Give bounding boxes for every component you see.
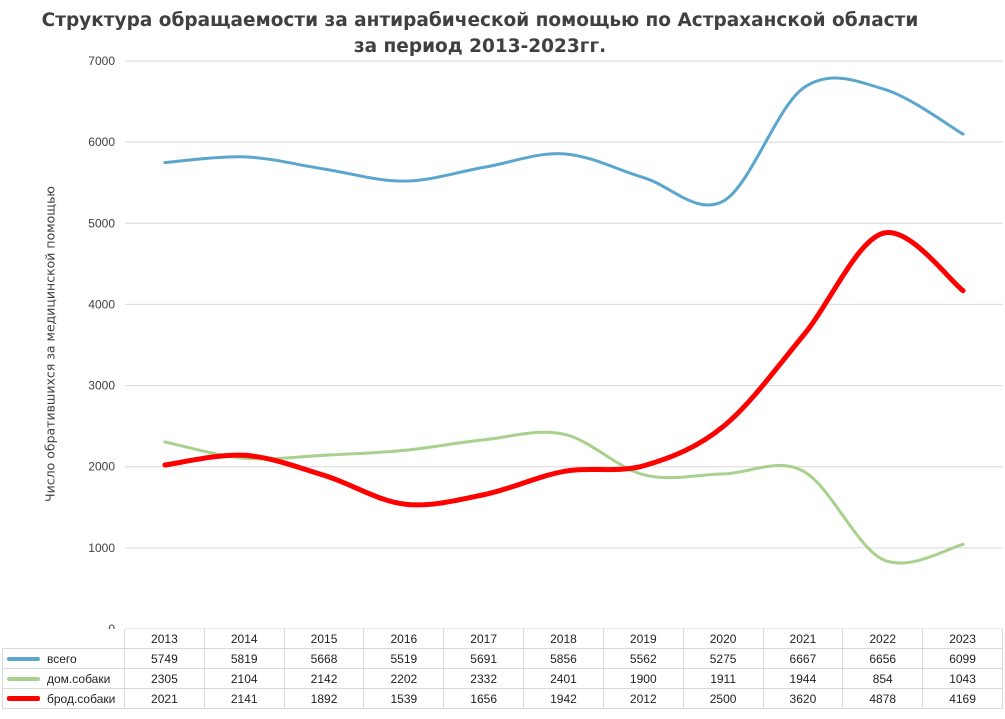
gridlines xyxy=(125,60,1003,629)
table-row: дом.собаки 2305 2104 2142 2202 2332 2401 1900 19… xyxy=(2,668,1003,689)
legend-entry: дом.собаки xyxy=(2,668,125,689)
data-cell: 5519 xyxy=(363,648,445,669)
y-tick-label: 4000 xyxy=(88,297,115,311)
data-cell: 6656 xyxy=(842,648,924,669)
y-tick-label: 6000 xyxy=(88,135,115,149)
data-cell: 2401 xyxy=(523,668,604,689)
data-cell: 6099 xyxy=(922,648,1003,669)
data-cell: 2332 xyxy=(443,668,525,689)
data-cell: 4169 xyxy=(922,688,1003,709)
legend-key xyxy=(7,656,40,661)
x-category-label: 2013 xyxy=(124,629,205,649)
line-chart-plot: 0 1000 2000 3000 4000 5000 6000 7000 xyxy=(88,54,1003,629)
data-cell: 854 xyxy=(842,668,924,689)
data-cell: 2141 xyxy=(203,688,285,709)
data-cell: 5819 xyxy=(203,648,285,669)
table-corner xyxy=(2,629,125,649)
data-cell: 5749 xyxy=(124,648,205,669)
data-cell: 1900 xyxy=(602,668,684,689)
data-cell: 5562 xyxy=(602,648,684,669)
data-cell: 1911 xyxy=(682,668,764,689)
series-line-0 xyxy=(163,76,965,207)
data-table: 2013 2014 2015 2016 2017 2018 2019 2020 2021 2022… xyxy=(2,629,1003,709)
data-cell: 2104 xyxy=(203,668,285,689)
data-cell: 2202 xyxy=(363,668,445,689)
x-category-label: 2014 xyxy=(203,629,285,649)
legend-label: дом.собаки xyxy=(47,671,111,686)
x-category-label: 2016 xyxy=(363,629,445,649)
x-category-label: 2022 xyxy=(842,629,924,649)
data-cell: 2500 xyxy=(682,688,764,709)
table-row: брод.собаки 2021 2141 1892 1539 1656 1942 2012 2… xyxy=(2,688,1003,709)
data-cell: 1043 xyxy=(922,668,1003,689)
y-tick-label: 2000 xyxy=(88,460,115,474)
y-axis-ticks: 0 1000 2000 3000 4000 5000 6000 7000 xyxy=(88,54,115,629)
data-cell: 5275 xyxy=(682,648,764,669)
data-cell: 4878 xyxy=(842,688,924,709)
data-cell: 6667 xyxy=(762,648,844,669)
data-cell: 5668 xyxy=(283,648,365,669)
x-category-label: 2021 xyxy=(762,629,844,649)
data-cell: 2012 xyxy=(602,688,684,709)
x-category-label: 2015 xyxy=(283,629,365,649)
series-line-1 xyxy=(163,430,965,565)
data-cell: 2142 xyxy=(283,668,365,689)
legend-label: брод.собаки xyxy=(47,691,116,706)
y-tick-label: 3000 xyxy=(88,379,115,393)
data-cell: 5856 xyxy=(523,648,604,669)
data-cell: 1944 xyxy=(762,668,844,689)
data-cell: 2305 xyxy=(124,668,205,689)
x-category-label: 2017 xyxy=(443,629,525,649)
series-lines xyxy=(162,76,966,565)
data-cell: 1942 xyxy=(523,688,604,709)
legend-entry: брод.собаки xyxy=(2,688,125,709)
x-category-label: 2020 xyxy=(682,629,764,649)
data-cell: 3620 xyxy=(762,688,844,709)
y-tick-label: 7000 xyxy=(88,54,115,68)
data-cell: 1656 xyxy=(443,688,525,709)
legend-entry: всего xyxy=(2,648,125,669)
legend-key xyxy=(7,676,40,681)
y-tick-label: 1000 xyxy=(88,541,115,555)
data-cell: 2021 xyxy=(124,688,205,709)
table-row: всего 5749 5819 5668 5519 5691 5856 5562 5275 666… xyxy=(2,648,1003,669)
y-tick-label: 0 xyxy=(108,622,115,629)
series-line-2 xyxy=(162,230,966,508)
x-category-label: 2023 xyxy=(922,629,1003,649)
legend-label: всего xyxy=(47,651,77,666)
data-cell: 1892 xyxy=(283,688,365,709)
table-header-row: 2013 2014 2015 2016 2017 2018 2019 2020 2021 2022… xyxy=(2,629,1003,649)
legend-key xyxy=(7,696,40,702)
chart-title: Структура обращаемости за антирабической… xyxy=(41,10,919,57)
data-cell: 1539 xyxy=(363,688,445,709)
x-category-label: 2018 xyxy=(523,629,604,649)
y-tick-label: 5000 xyxy=(88,216,115,230)
data-cell: 5691 xyxy=(443,648,525,669)
x-category-label: 2019 xyxy=(602,629,684,649)
